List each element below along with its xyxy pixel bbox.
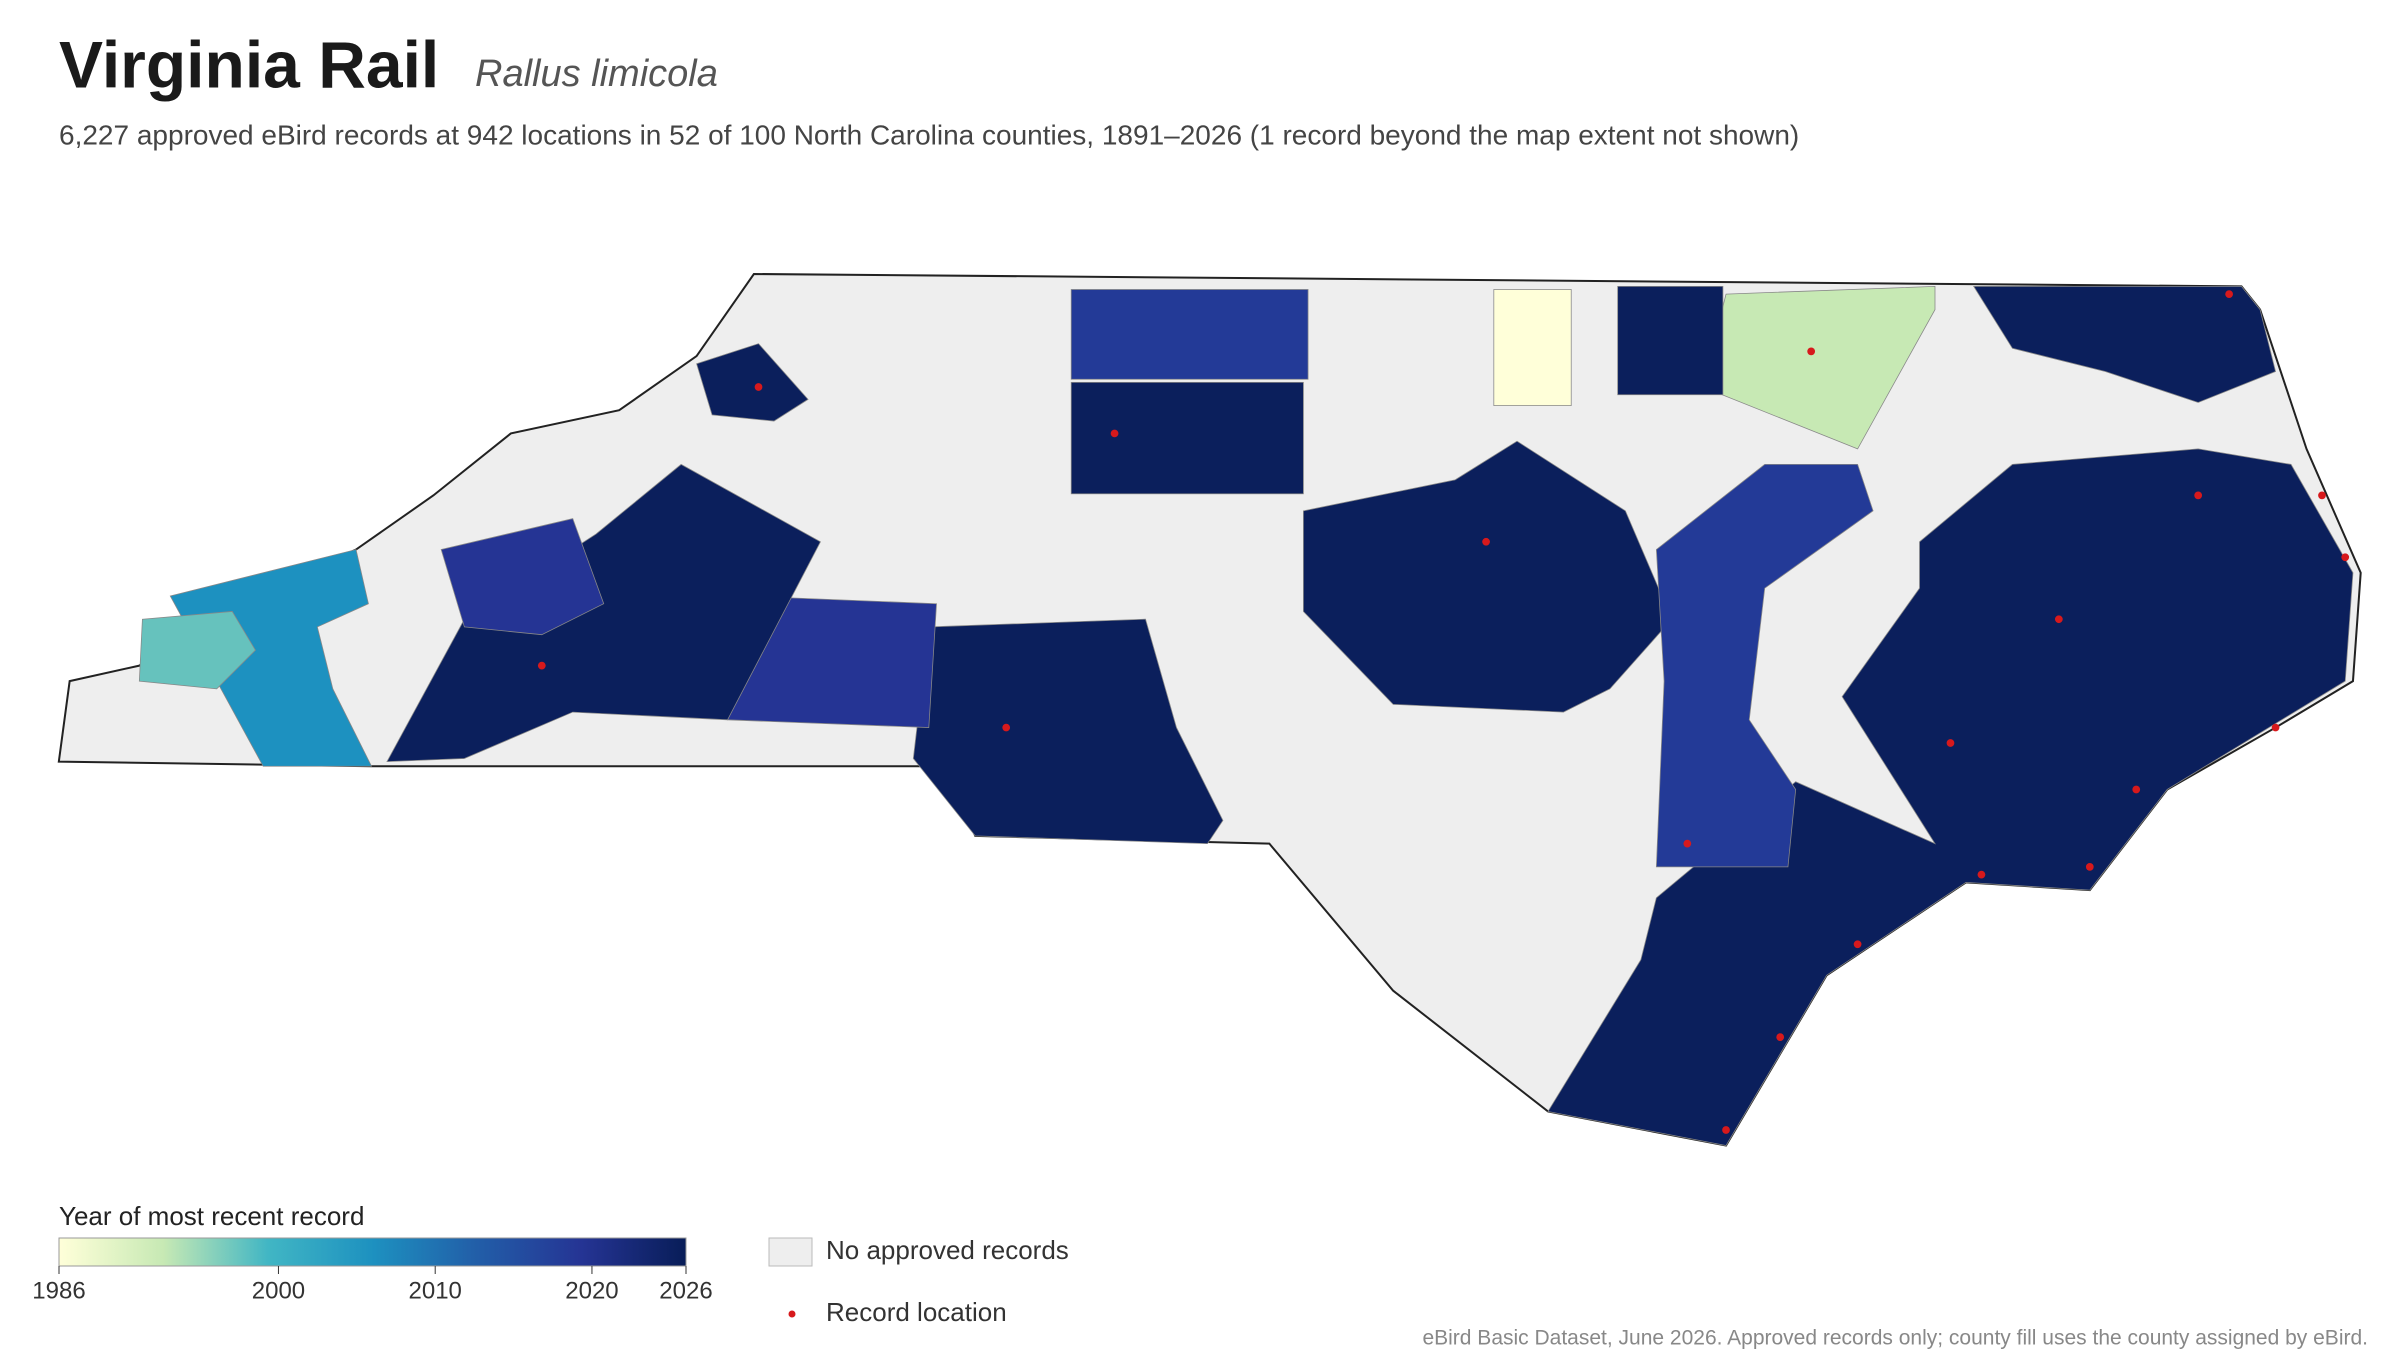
county-fill	[1493, 289, 1572, 406]
county-fill	[386, 463, 821, 763]
county-fill	[1973, 285, 2277, 403]
colorbar-tick-label: 2020	[565, 1277, 618, 1304]
record-swatch	[788, 1310, 796, 1318]
no-records-swatch	[768, 1237, 813, 1267]
legend-label: Record location	[826, 1297, 1007, 1327]
county-fill	[1070, 289, 1309, 380]
colorbar-tick-label: 2000	[252, 1277, 305, 1304]
footer: eBird Basic Dataset, June 2026. Approved…	[1422, 1327, 2368, 1350]
county-fill	[696, 343, 809, 422]
colorbar-ticks: 1986 2000 2010 2020 2026	[32, 1266, 713, 1304]
county-fill	[1070, 381, 1304, 495]
colorbar	[58, 1237, 687, 1267]
scientific-name: Rallus limicola	[475, 53, 718, 95]
colorbar-tick-label: 2026	[659, 1277, 712, 1304]
colorbar-tick-label: 2010	[409, 1277, 462, 1304]
map	[57, 272, 2362, 1147]
county-fill	[1547, 448, 2354, 1146]
county-fill	[1617, 285, 1724, 396]
colorbar-tick-label: 1986	[32, 1277, 85, 1304]
colorbar-title: Year of most recent record	[59, 1201, 364, 1231]
county-fill	[440, 518, 605, 636]
legend-label: No approved records	[826, 1235, 1069, 1265]
subtitle: 6,227 approved eBird records at 942 loca…	[59, 119, 1799, 150]
county-fill	[1303, 440, 1673, 713]
record-dots	[537, 290, 2350, 1134]
county-fill	[912, 618, 1224, 845]
county-fill	[169, 549, 373, 767]
title: Virginia Rail	[59, 27, 439, 101]
county-fill	[138, 611, 256, 690]
county-fill	[1655, 464, 1874, 868]
